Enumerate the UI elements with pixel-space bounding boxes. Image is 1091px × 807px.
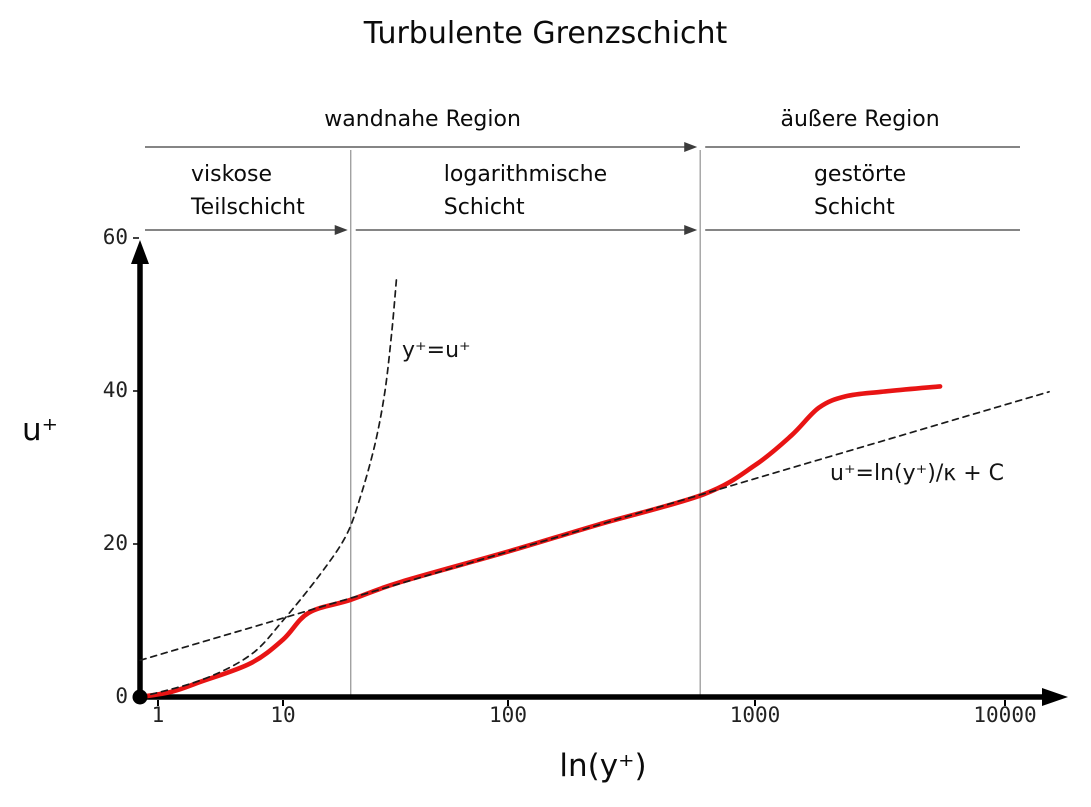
x-tick-label-10: 10 <box>270 703 296 727</box>
x-tick-label-10000: 10000 <box>973 703 1037 727</box>
region-label-viskose: viskose Teilschicht <box>190 162 305 220</box>
viscous-sublayer-equation-label: y⁺=u⁺ <box>402 338 471 363</box>
y-axis-label: u⁺ <box>22 412 59 448</box>
x-tick-label-1: 1 <box>151 703 165 727</box>
region-label-wandnahe-region: wandnahe Region <box>324 107 521 132</box>
x-axis-arrowhead <box>1042 688 1068 706</box>
x-axis-label: ln(y⁺) <box>559 748 647 784</box>
x-tick-label-1000: 1000 <box>729 703 781 727</box>
log-law-curve <box>139 390 1050 662</box>
region-row1-line-arrowhead-1 <box>684 142 698 152</box>
viscous-sublayer-law-curve <box>139 275 398 698</box>
x-tick-label-100: 100 <box>489 703 527 727</box>
y-tick-label-40: 40 <box>102 378 128 402</box>
region-row2-line-arrowhead-2 <box>684 225 698 235</box>
region-label-logarithmische: logarithmische Schicht <box>443 162 608 220</box>
region-row2-line-arrowhead-1 <box>334 225 348 235</box>
region-label-gestörte: gestörte Schicht <box>813 162 907 220</box>
chart-title: Turbulente Grenzschicht <box>363 16 728 51</box>
y-tick-label-60: 60 <box>102 225 128 249</box>
origin-dot <box>132 689 148 705</box>
y-tick-label-20: 20 <box>102 531 128 555</box>
region-label-äußere-region: äußere Region <box>780 107 940 132</box>
y-tick-label-0: 0 <box>115 684 128 708</box>
velocity-profile-curve <box>137 384 943 700</box>
log-law-equation-label: u⁺=ln(y⁺)/κ + C <box>830 461 1005 486</box>
y-axis-arrowhead <box>131 240 149 264</box>
